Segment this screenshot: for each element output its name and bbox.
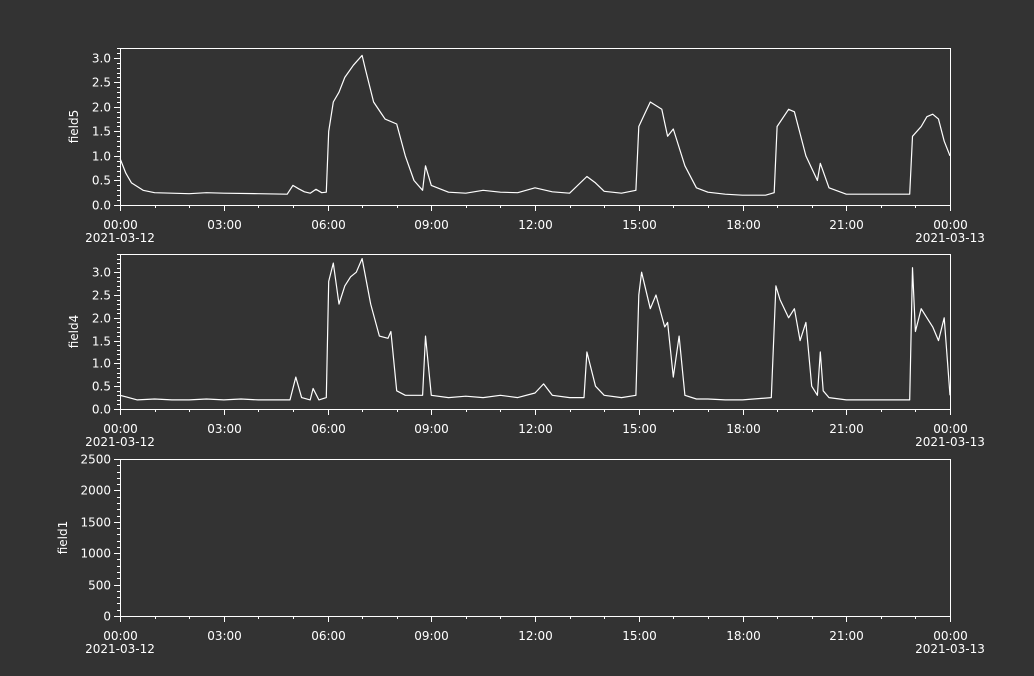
y-tick-label: 1.0 [92, 357, 111, 371]
y-tick-label: 1500 [80, 516, 111, 530]
x-date-label-end: 2021-03-13 [915, 231, 985, 245]
x-tick-label: 09:00 [414, 629, 449, 643]
y-tick-label: 2.0 [92, 101, 111, 115]
y-tick-label: 2.5 [92, 289, 111, 303]
chart-panel-field4: 0.0 0.5 1.0 1.5 2.0 2.5 3.0 00:00 03:00 06:00 09:0… [67, 254, 985, 449]
x-tick-label: 03:00 [207, 218, 242, 232]
y-tick-label: 0.0 [92, 199, 111, 213]
x-tick-label: 18:00 [726, 218, 761, 232]
series-line-field4 [119, 258, 951, 401]
x-tick-label: 15:00 [622, 629, 657, 643]
plot-frame [120, 48, 951, 206]
y-tick-label: 0.5 [92, 174, 111, 188]
x-date-label-end: 2021-03-13 [915, 642, 985, 656]
x-tick-label: 12:00 [518, 422, 553, 436]
x-tick-label: 03:00 [207, 629, 242, 643]
y-tick-label: 500 [88, 579, 111, 593]
y-tick-label: 1.5 [92, 125, 111, 139]
y-axis-label: field1 [56, 521, 70, 555]
x-tick-label: 21:00 [829, 629, 864, 643]
x-tick-label: 15:00 [622, 218, 657, 232]
x-tick-label: 00:00 [103, 218, 138, 232]
x-tick-label: 00:00 [933, 218, 968, 232]
y-axis-label: field4 [67, 315, 81, 349]
x-tick-label: 00:00 [933, 629, 968, 643]
x-date-label-start: 2021-03-12 [85, 435, 155, 449]
y-tick-label: 2500 [80, 453, 111, 467]
x-tick-label: 18:00 [726, 422, 761, 436]
y-tick-label: 2000 [80, 484, 111, 498]
x-tick-label: 06:00 [311, 629, 346, 643]
series-line-field5 [119, 54, 951, 196]
x-tick-label: 06:00 [311, 218, 346, 232]
x-tick-label: 03:00 [207, 422, 242, 436]
x-tick-label: 00:00 [933, 422, 968, 436]
y-axis-label: field5 [67, 110, 81, 144]
x-tick-label: 09:00 [414, 422, 449, 436]
x-tick-label: 15:00 [622, 422, 657, 436]
y-tick-label: 0 [103, 610, 111, 624]
y-tick-label: 2.0 [92, 312, 111, 326]
chart-panel-field1: 0 500 1000 1500 2000 2500 00:00 03:00 06:00 09:00… [56, 453, 985, 657]
chart-panel-field5: 0.0 0.5 1.0 1.5 2.0 2.5 3.0 00:00 03:00 06:00 09:0… [67, 48, 985, 245]
plot-frame [120, 459, 951, 617]
y-tick-label: 0.0 [92, 403, 111, 417]
x-tick-label: 12:00 [518, 629, 553, 643]
y-tick-label: 1.5 [92, 335, 111, 349]
y-tick-label: 2.5 [92, 76, 111, 90]
x-tick-label: 21:00 [829, 218, 864, 232]
x-tick-label: 21:00 [829, 422, 864, 436]
x-tick-label: 00:00 [103, 629, 138, 643]
y-tick-label: 3.0 [92, 52, 111, 66]
x-date-label-end: 2021-03-13 [915, 435, 985, 449]
x-tick-label: 18:00 [726, 629, 761, 643]
x-tick-label: 00:00 [103, 422, 138, 436]
plot-frame [120, 254, 951, 410]
y-tick-label: 1000 [80, 547, 111, 561]
y-tick-label: 1.0 [92, 150, 111, 164]
x-tick-label: 12:00 [518, 218, 553, 232]
x-date-label-start: 2021-03-12 [85, 642, 155, 656]
x-tick-label: 09:00 [414, 218, 449, 232]
x-date-label-start: 2021-03-12 [85, 231, 155, 245]
y-tick-label: 3.0 [92, 266, 111, 280]
x-tick-label: 06:00 [311, 422, 346, 436]
y-tick-label: 0.5 [92, 380, 111, 394]
